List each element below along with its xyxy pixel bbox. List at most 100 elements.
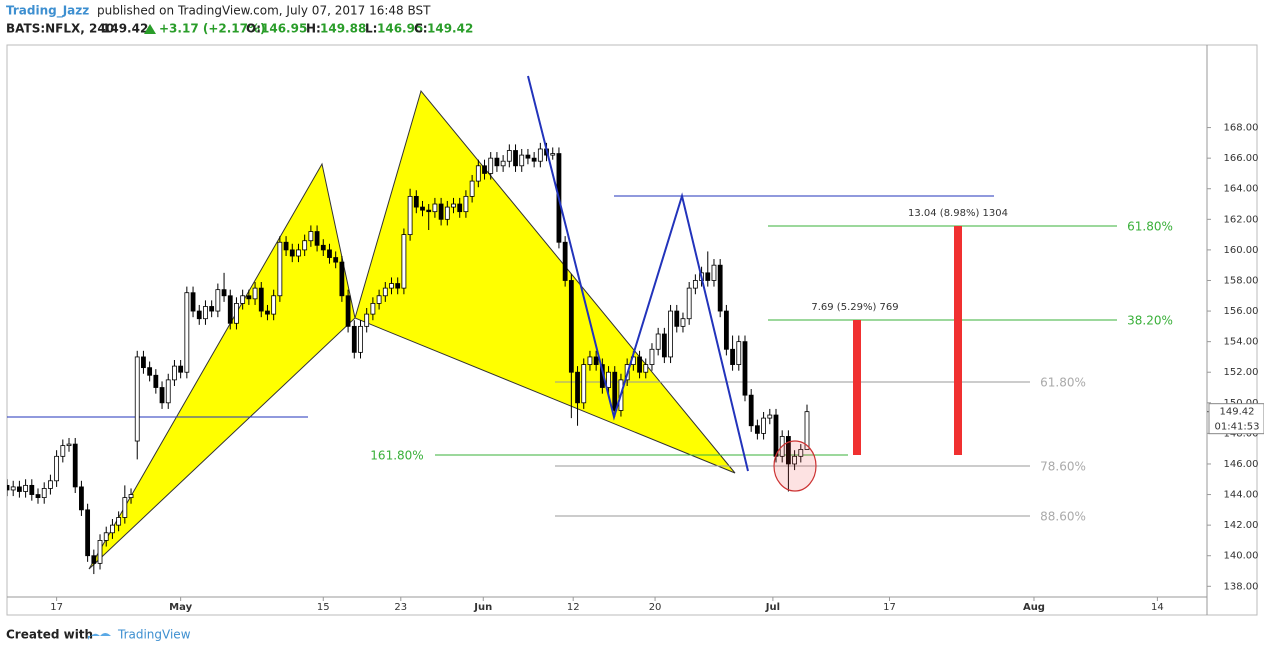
candle-body — [240, 295, 246, 304]
candle-body — [48, 480, 53, 489]
candle-body — [60, 445, 66, 457]
candle-body — [482, 165, 487, 174]
candle-body — [116, 517, 122, 526]
candle-body — [742, 341, 748, 396]
candle-body — [761, 417, 766, 434]
candle-body — [798, 449, 804, 457]
candle-body — [568, 280, 574, 373]
y-tick-label: 164.00 — [1224, 184, 1259, 195]
close-label: C: — [414, 22, 428, 36]
candle-body — [85, 509, 91, 557]
candle-body — [289, 249, 295, 257]
candle-body — [345, 295, 351, 327]
candle-body — [426, 209, 432, 213]
candle-body — [320, 244, 326, 251]
candle-body — [389, 283, 394, 289]
fib-label: 78.60% — [1040, 460, 1086, 474]
candle-body — [203, 306, 208, 320]
candle-body — [165, 379, 171, 404]
candle-body — [717, 264, 723, 312]
candle-body — [792, 455, 797, 465]
brand-logo — [88, 633, 111, 640]
candle-body — [661, 333, 667, 358]
candle-body — [655, 333, 661, 350]
x-tick-label: 14 — [1151, 602, 1164, 613]
candle-body — [593, 356, 599, 365]
y-tick-label: 138.00 — [1224, 581, 1259, 592]
frame — [6, 44, 1258, 616]
candle-body — [407, 195, 413, 236]
countdown-label: 01:41:53 — [1215, 422, 1260, 433]
candle-body — [785, 436, 791, 465]
candle-body — [643, 364, 649, 373]
candle-body — [457, 203, 463, 213]
x-tick-label: 15 — [317, 602, 330, 613]
candle-body — [178, 365, 184, 373]
candle-body — [209, 306, 215, 312]
fib-label: 61.80% — [1127, 220, 1173, 234]
candle-body — [103, 532, 109, 541]
candle-body — [91, 555, 97, 564]
footer-created: Created with — [6, 628, 93, 642]
candle-body — [754, 425, 760, 434]
candle-body — [128, 494, 134, 499]
candle-body — [444, 206, 450, 220]
candle-body — [234, 303, 239, 324]
y-tick-label: 158.00 — [1224, 275, 1259, 286]
candle-body — [494, 157, 500, 167]
candle-body — [612, 371, 618, 411]
y-tick-label: 154.00 — [1224, 337, 1259, 348]
candle-body — [277, 241, 283, 297]
candle-body — [7, 484, 10, 491]
candle-body — [401, 234, 407, 289]
candle-body — [804, 411, 810, 450]
candle-body — [10, 486, 16, 491]
fib-label: 61.80% — [1040, 376, 1086, 390]
y-tick-label: 140.00 — [1224, 551, 1259, 562]
candle-body — [513, 150, 518, 167]
candle-body — [184, 292, 190, 373]
overlay — [527, 75, 962, 492]
published: published on TradingView.com, July 07, 2… — [97, 4, 431, 18]
candle-body — [711, 264, 717, 281]
range-bar — [853, 320, 861, 455]
candle-body — [723, 310, 729, 350]
high-label: H: — [306, 22, 321, 36]
candle-body — [190, 292, 196, 312]
high-value: 149.88 — [320, 22, 366, 36]
candle-body — [395, 283, 401, 289]
candle-body — [680, 318, 686, 327]
candle-body — [451, 203, 456, 208]
candle-body — [519, 154, 525, 167]
candle-body — [153, 374, 159, 388]
candle-body — [674, 310, 680, 327]
candle-body — [110, 524, 115, 534]
candle-body — [606, 371, 611, 388]
symbol: BATS:NFLX, 240 — [6, 22, 114, 36]
x-tick-label: Jul — [765, 602, 780, 613]
candle-body — [147, 367, 153, 376]
candle-body — [265, 310, 270, 315]
candle-body — [296, 249, 301, 257]
candle-body — [773, 414, 779, 457]
candle-body — [531, 157, 537, 162]
range-label: 13.04 (8.98%) 1304 — [908, 208, 1008, 219]
candle-body — [72, 443, 78, 488]
candle-body — [215, 289, 221, 312]
candle-body — [562, 241, 568, 281]
candle-body — [488, 157, 494, 174]
footer-brand: TradingView — [117, 628, 191, 642]
candle-body — [705, 272, 711, 281]
y-tick-label: 162.00 — [1224, 214, 1259, 225]
candle-body — [637, 356, 642, 373]
y-tick-label: 160.00 — [1224, 245, 1259, 256]
candle-body — [686, 287, 692, 320]
candle-body — [41, 488, 47, 499]
candle-body — [413, 195, 419, 208]
candle-body — [23, 484, 29, 492]
candle-body — [748, 394, 754, 427]
candle-body — [333, 257, 339, 263]
candle-body — [339, 261, 345, 297]
range-bar — [954, 226, 962, 455]
